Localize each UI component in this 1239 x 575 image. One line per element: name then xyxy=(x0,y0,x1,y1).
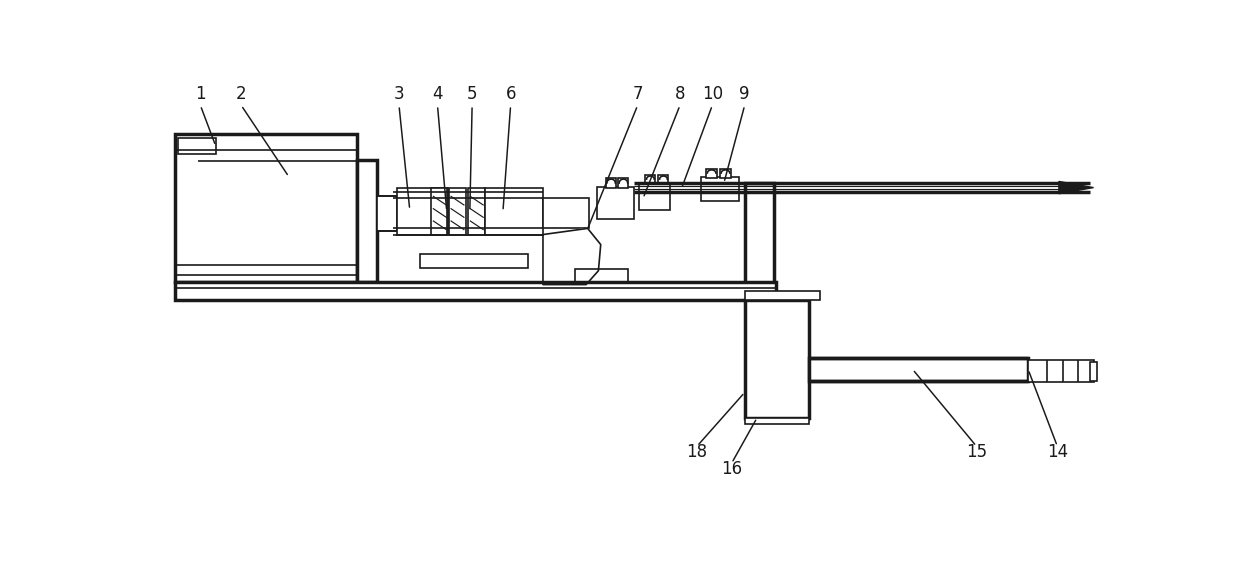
Bar xyxy=(597,187,634,219)
Bar xyxy=(357,160,378,282)
Bar xyxy=(543,283,628,298)
Text: 4: 4 xyxy=(432,85,442,103)
Bar xyxy=(809,358,1028,381)
Bar xyxy=(431,189,449,235)
Text: 16: 16 xyxy=(721,461,742,478)
Bar xyxy=(175,135,357,282)
Bar xyxy=(378,196,396,231)
Bar xyxy=(175,282,776,300)
Text: 3: 3 xyxy=(394,85,404,103)
Bar xyxy=(606,178,616,187)
Bar xyxy=(746,291,820,300)
Bar xyxy=(701,177,740,201)
Bar xyxy=(396,189,447,235)
Text: 9: 9 xyxy=(740,85,750,103)
Text: 1: 1 xyxy=(195,85,206,103)
Bar xyxy=(178,137,217,155)
Bar xyxy=(646,175,655,184)
Text: 8: 8 xyxy=(675,85,685,103)
Text: 2: 2 xyxy=(235,85,247,103)
Text: 10: 10 xyxy=(701,85,722,103)
Bar xyxy=(639,183,670,210)
Bar xyxy=(746,300,809,418)
Bar xyxy=(486,189,543,235)
Text: 14: 14 xyxy=(1047,443,1068,462)
Bar xyxy=(468,189,486,235)
Bar xyxy=(575,269,628,283)
Bar xyxy=(420,254,528,267)
Bar xyxy=(1028,360,1094,382)
Bar xyxy=(618,178,628,187)
Bar xyxy=(746,183,774,300)
Bar xyxy=(706,169,717,178)
Text: 5: 5 xyxy=(467,85,477,103)
Polygon shape xyxy=(543,228,601,285)
Polygon shape xyxy=(1059,182,1094,194)
Text: 15: 15 xyxy=(966,443,987,462)
Bar xyxy=(543,198,590,228)
Bar xyxy=(658,175,669,184)
Text: 7: 7 xyxy=(632,85,643,103)
Bar xyxy=(746,418,809,424)
Text: 18: 18 xyxy=(686,443,707,462)
Bar xyxy=(449,189,466,235)
Bar xyxy=(1089,362,1098,381)
Bar xyxy=(720,169,731,178)
Text: 6: 6 xyxy=(506,85,515,103)
